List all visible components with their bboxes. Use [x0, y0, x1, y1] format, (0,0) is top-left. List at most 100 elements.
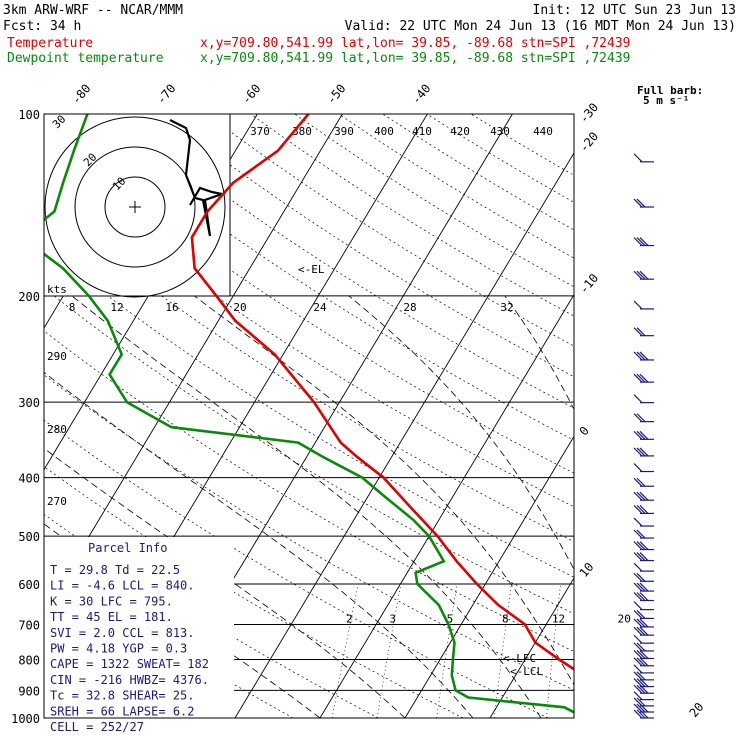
wind-barb-flag	[633, 477, 643, 487]
wind-barb-flag	[633, 582, 643, 592]
pressure-tick-label: 800	[18, 653, 40, 667]
theta-label: 400	[374, 125, 394, 138]
wind-barb-flag	[639, 237, 649, 246]
wind-barb-flag	[639, 505, 649, 514]
wind-barb	[633, 582, 654, 592]
wind-barb-flag	[636, 592, 646, 601]
wind-barb	[633, 650, 654, 660]
lfc-label: <-LFC	[503, 652, 536, 665]
wind-barb-flag	[633, 327, 643, 337]
wind-barb-flag	[639, 703, 649, 713]
wind-barb	[633, 517, 654, 527]
wind-barb-flag	[633, 572, 643, 582]
wind-barb-flag	[636, 609, 646, 619]
dewpoint-profile	[44, 114, 574, 714]
wind-barb-flag	[636, 237, 646, 246]
wind-barb	[633, 373, 654, 383]
hodograph-axis-label: 24	[313, 301, 327, 314]
hodograph-kts-label: kts	[47, 283, 67, 296]
isotherm-line	[489, 577, 574, 718]
wind-barb-flag	[636, 541, 646, 550]
wind-barb	[633, 430, 654, 440]
isotherm-label: -80	[69, 81, 94, 107]
dewpoint-legend-label: Dewpoint temperature	[7, 51, 164, 66]
dry-adiabat	[162, 114, 574, 378]
wind-barb	[633, 351, 654, 361]
hodograph-frame	[43, 113, 231, 297]
wind-barb-flag	[639, 491, 649, 501]
wind-barb	[633, 592, 654, 602]
isotherm-line	[319, 293, 574, 718]
isotherm-line	[234, 152, 574, 718]
wind-barb	[633, 237, 654, 247]
wind-barb-flag	[636, 529, 646, 539]
barb-legend-line1: Full barb:	[637, 84, 703, 97]
wind-barb-flag	[639, 684, 649, 694]
wind-barb-flag	[633, 351, 643, 361]
wind-barb-flag	[633, 691, 643, 701]
theta-label: 270	[47, 495, 67, 508]
wind-barb-flag	[633, 529, 643, 539]
hodograph-ring	[74, 146, 196, 268]
wind-barb-flag	[639, 657, 649, 667]
wind-barb-flag	[636, 626, 646, 636]
isotherm-label: -50	[324, 81, 349, 107]
wind-barb-flag	[633, 270, 643, 280]
dry-adiabat	[44, 330, 574, 652]
wind-barb-flag	[636, 477, 646, 487]
temperature-legend-info: x,y=709.80,541.99 lat,lon= 39.85, -89.68…	[200, 36, 630, 51]
isotherm-label: -60	[239, 81, 264, 107]
parcel-info-box: Parcel Info T = 29.8 Td = 22.5 LI = -4.6 …	[44, 537, 234, 734]
wind-barb-flag	[633, 592, 643, 601]
wind-barb-flag	[633, 430, 643, 440]
hodograph-axis-label: 28	[403, 301, 416, 314]
wind-barb-flag	[633, 642, 643, 652]
isotherm-label: -10	[577, 271, 602, 297]
isotherm-line	[404, 435, 574, 718]
wind-barb-flag	[639, 552, 649, 561]
forecast-hour: Fcst: 34 h	[3, 19, 81, 34]
isotherm-line	[575, 114, 740, 718]
mixing-ratio-line	[376, 583, 402, 718]
wind-barb-flag	[639, 618, 649, 628]
wind-barb-flag	[639, 541, 649, 550]
wind-barb	[633, 642, 654, 652]
wind-barb-flag	[636, 650, 646, 659]
wind-barb-flag	[633, 650, 643, 659]
isotherm-line	[0, 114, 2, 718]
wind-barb	[633, 703, 654, 713]
wind-barb-flag	[639, 626, 649, 636]
wind-barb	[633, 562, 654, 572]
plot-frame	[43, 113, 575, 719]
wind-barb-flag	[633, 373, 643, 383]
hodograph-axis-label: 12	[110, 301, 123, 314]
wind-barb-flag	[633, 609, 643, 619]
temperature-profile	[190, 114, 574, 671]
wind-barb	[633, 609, 654, 620]
pressure-tick-label: 300	[18, 396, 40, 410]
theta-label: 440	[533, 125, 553, 138]
parcel-info-row: LI = -4.6 LCL = 840.	[50, 579, 195, 593]
wind-barb	[633, 270, 654, 280]
el-label: <-EL	[298, 263, 325, 276]
wind-barb-flag	[633, 413, 643, 423]
dry-adiabat	[44, 245, 574, 578]
parcel-info-row: K = 30 LFC = 795.	[50, 594, 173, 608]
wind-barb	[633, 491, 654, 501]
barb-legend-line2: 5 m s⁻¹	[643, 94, 689, 107]
wind-barb	[633, 198, 654, 208]
wind-barb-flag	[636, 642, 646, 652]
wind-barb-flag	[633, 709, 643, 719]
wind-barb-flag	[633, 634, 643, 644]
wind-barb	[633, 552, 654, 562]
parcel-info-row: T = 29.8 Td = 22.5	[50, 563, 180, 577]
wind-barb-flag	[636, 505, 646, 514]
wind-barb-flag	[633, 517, 643, 527]
parcel-info-title: Parcel Info	[88, 541, 167, 555]
pressure-tick-label: 700	[18, 618, 40, 632]
isotherm-label: 20	[687, 700, 707, 720]
dry-adiabat	[382, 114, 574, 231]
theta-label: 370	[250, 125, 270, 138]
wind-barb-flag	[633, 626, 643, 636]
parcel-info-row: TT = 45 EL = 181.	[50, 610, 173, 624]
